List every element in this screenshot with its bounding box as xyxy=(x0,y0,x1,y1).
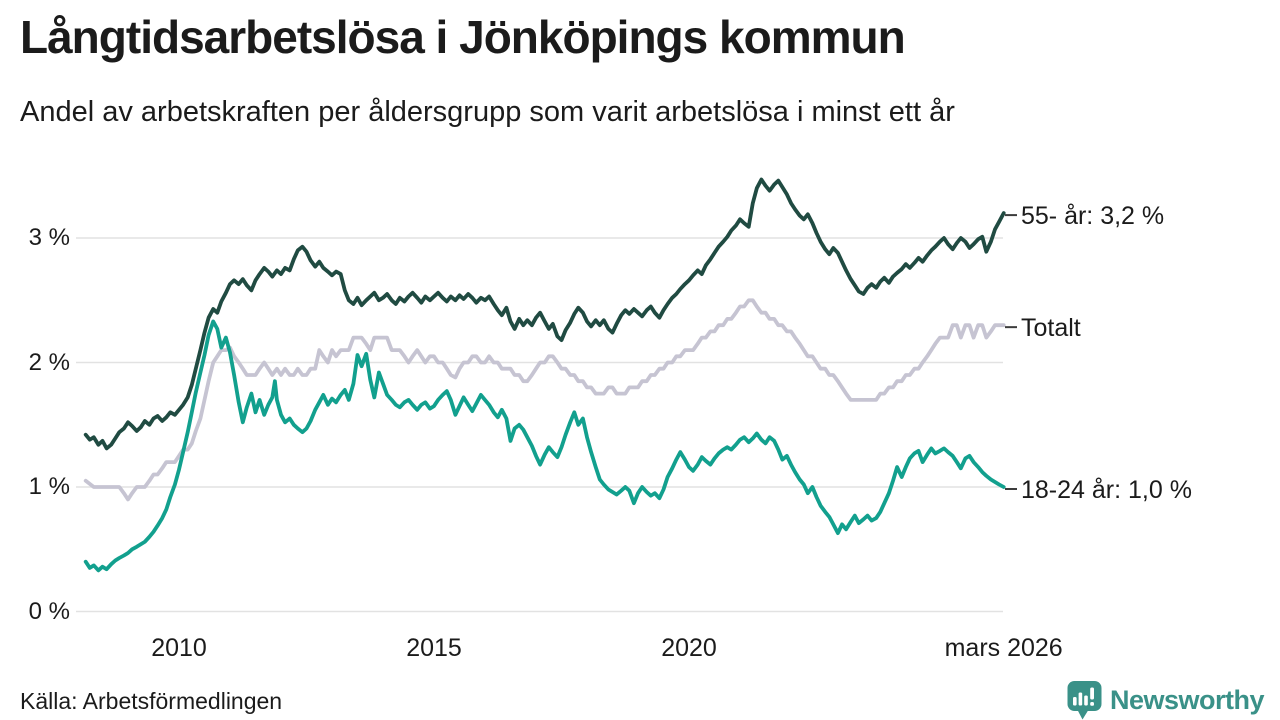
series-end-label: 18-24 år: 1,0 % xyxy=(1021,476,1192,504)
y-tick-label: 2 % xyxy=(28,348,70,376)
page-subtitle: Andel av arbetskraften per åldersgrupp s… xyxy=(20,96,955,128)
series-end-label: 55- år: 3,2 % xyxy=(1021,202,1165,231)
page-title: Långtidsarbetslösa i Jönköpings kommun xyxy=(20,11,906,63)
newsworthy-logo[interactable]: Newsworthy xyxy=(1066,680,1265,720)
x-tick-label: 2015 xyxy=(406,634,462,662)
x-tick-label: 2020 xyxy=(661,634,717,662)
y-tick-label: 0 % xyxy=(28,597,70,625)
series-line-18-24-r xyxy=(83,319,1006,573)
series-line-55-r xyxy=(83,177,1006,451)
y-tick-label: 3 % xyxy=(28,224,70,251)
x-tick-label: mars 2026 xyxy=(944,634,1063,662)
y-tick-label: 1 % xyxy=(28,473,70,500)
series-end-label: Totalt xyxy=(1021,314,1081,343)
newsworthy-bubble-chart-icon xyxy=(1067,681,1102,720)
x-tick-label: 2010 xyxy=(151,634,207,662)
series-line-Totalt xyxy=(83,298,1006,502)
brand-name: Newsworthy xyxy=(1109,684,1265,715)
source-note: Källa: Arbetsförmedlingen xyxy=(20,688,283,714)
